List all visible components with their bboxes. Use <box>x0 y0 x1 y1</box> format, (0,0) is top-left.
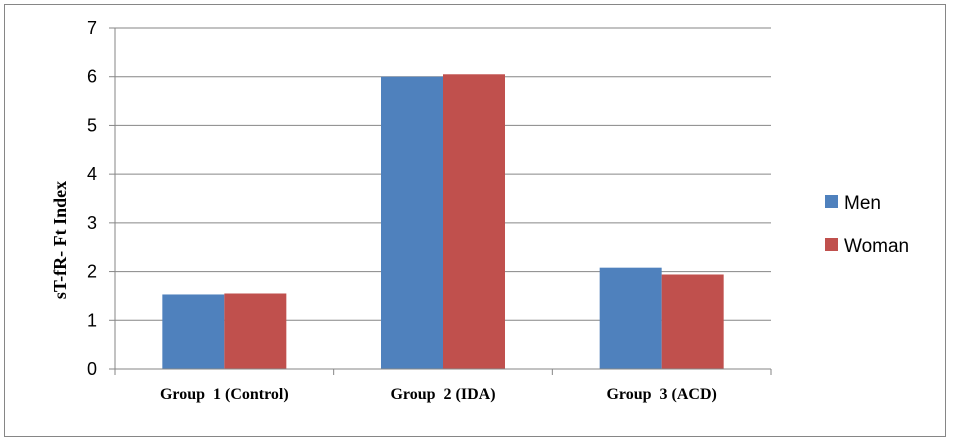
bar-woman-1 <box>224 293 287 369</box>
y-tick-label: 1 <box>87 310 97 330</box>
legend-label-woman: Woman <box>844 236 909 257</box>
bars <box>162 74 724 370</box>
bar-woman-3 <box>661 274 724 369</box>
x-category-label: Group 3 (ACD) <box>606 386 716 403</box>
legend-swatch-woman <box>825 238 838 251</box>
x-category-label: Group 2 (IDA) <box>390 386 495 403</box>
y-tick-label: 4 <box>87 164 97 184</box>
y-tick-label: 6 <box>87 67 97 87</box>
y-axis-label: sT-fR- Ft Index <box>50 181 70 299</box>
y-tick-label: 3 <box>87 213 97 233</box>
legend-label-men: Men <box>844 193 881 214</box>
legend: Men Woman <box>825 193 909 257</box>
y-tick-label: 0 <box>87 359 97 379</box>
y-tick-label: 5 <box>87 115 97 135</box>
bar-men-1 <box>162 294 225 369</box>
bar-woman-2 <box>443 74 505 370</box>
y-tick-label: 2 <box>87 262 97 282</box>
y-tick-label: 7 <box>87 18 97 38</box>
legend-swatch-men <box>825 195 838 208</box>
bar-men-3 <box>599 267 662 369</box>
x-category-labels: Group 1 (Control) Group 2 (IDA) Group 3 (A… <box>160 386 717 403</box>
y-tick-labels: 0 1 2 3 4 5 6 7 <box>87 18 97 379</box>
x-category-label: Group 1 (Control) <box>160 386 289 403</box>
bar-men-2 <box>381 76 443 369</box>
axes <box>109 27 772 375</box>
